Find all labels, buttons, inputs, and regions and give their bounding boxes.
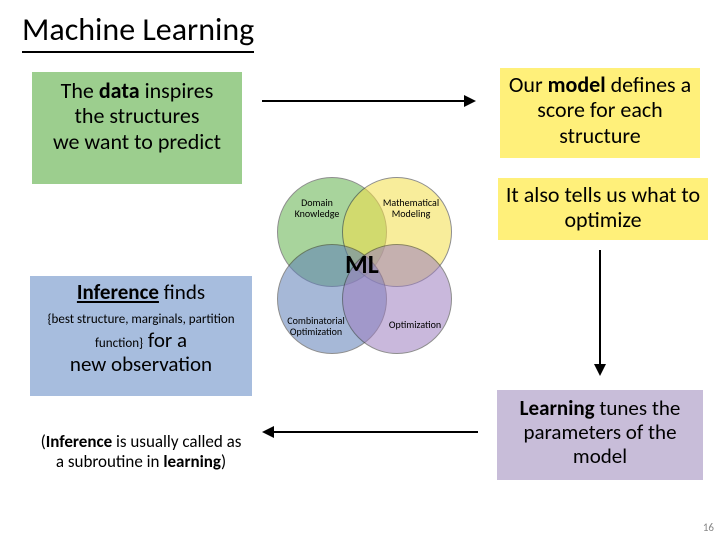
page-number: 16 <box>703 521 714 534</box>
venn-label-combinatorial: Combinatorial Optimization <box>281 316 351 337</box>
data-box-text: The data inspires the structures we want… <box>53 77 221 155</box>
slide-title: Machine Learning <box>22 10 254 53</box>
inference-note-text: (Inference is usually called as a subrou… <box>41 431 242 472</box>
venn-label-ml: ML <box>345 248 379 280</box>
learning-box: Learning tunes the parameters of the mod… <box>497 390 703 480</box>
data-box: The data inspires the structures we want… <box>32 72 242 184</box>
venn-label-optimization: Optimization <box>383 320 447 331</box>
inference-box: Inference finds {best structure, margina… <box>30 276 252 396</box>
model-box: Our model defines a score for each struc… <box>500 68 700 158</box>
optimize-box: It also tells us what to optimize <box>498 178 708 240</box>
optimize-box-text: It also tells us what to optimize <box>506 181 700 233</box>
model-box-text: Our model defines a score for each struc… <box>509 71 691 149</box>
venn-label-domain: Domain Knowledge <box>287 198 347 219</box>
inference-note: (Inference is usually called as a subrou… <box>38 432 244 471</box>
venn-diagram: Domain Knowledge Mathematical Modeling C… <box>267 172 467 372</box>
inference-box-text: Inference finds {best structure, margina… <box>47 279 234 377</box>
learning-box-text: Learning tunes the parameters of the mod… <box>520 395 681 469</box>
venn-label-modeling: Mathematical Modeling <box>375 198 447 219</box>
